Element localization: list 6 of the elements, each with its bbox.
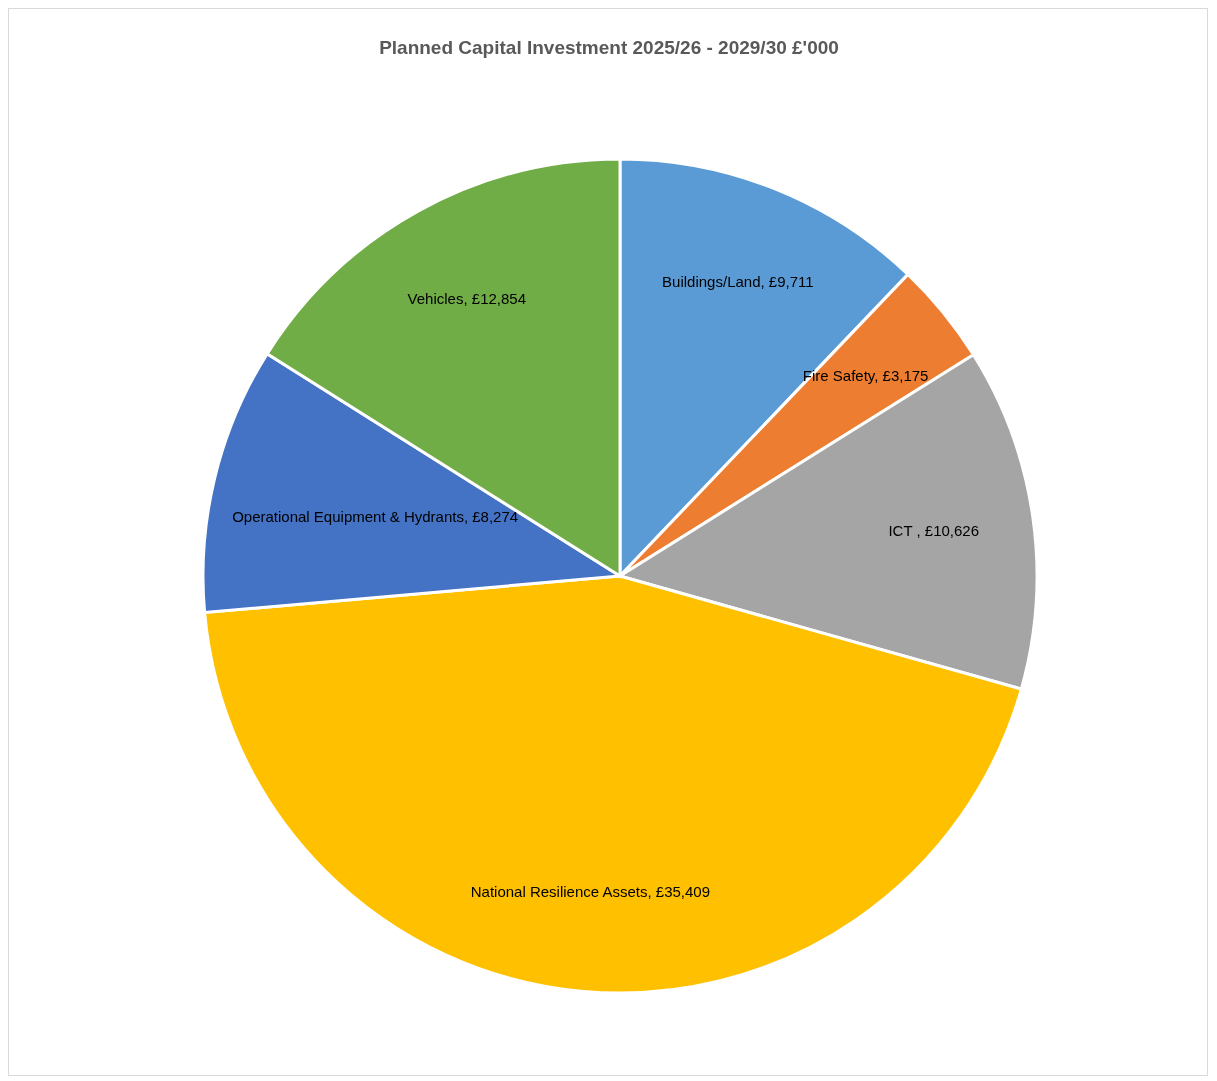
slice-label: ICT , £10,626 <box>888 521 980 542</box>
slice-label: Operational Equipment & Hydrants, £8,274 <box>232 506 519 527</box>
slice-label: National Resilience Assets, £35,409 <box>470 881 711 902</box>
chart-title: Planned Capital Investment 2025/26 - 2029/30 £'000 <box>378 37 840 59</box>
slice-label: Buildings/Land, £9,711 <box>662 271 814 292</box>
slice-label: Vehicles, £12,854 <box>407 288 527 309</box>
